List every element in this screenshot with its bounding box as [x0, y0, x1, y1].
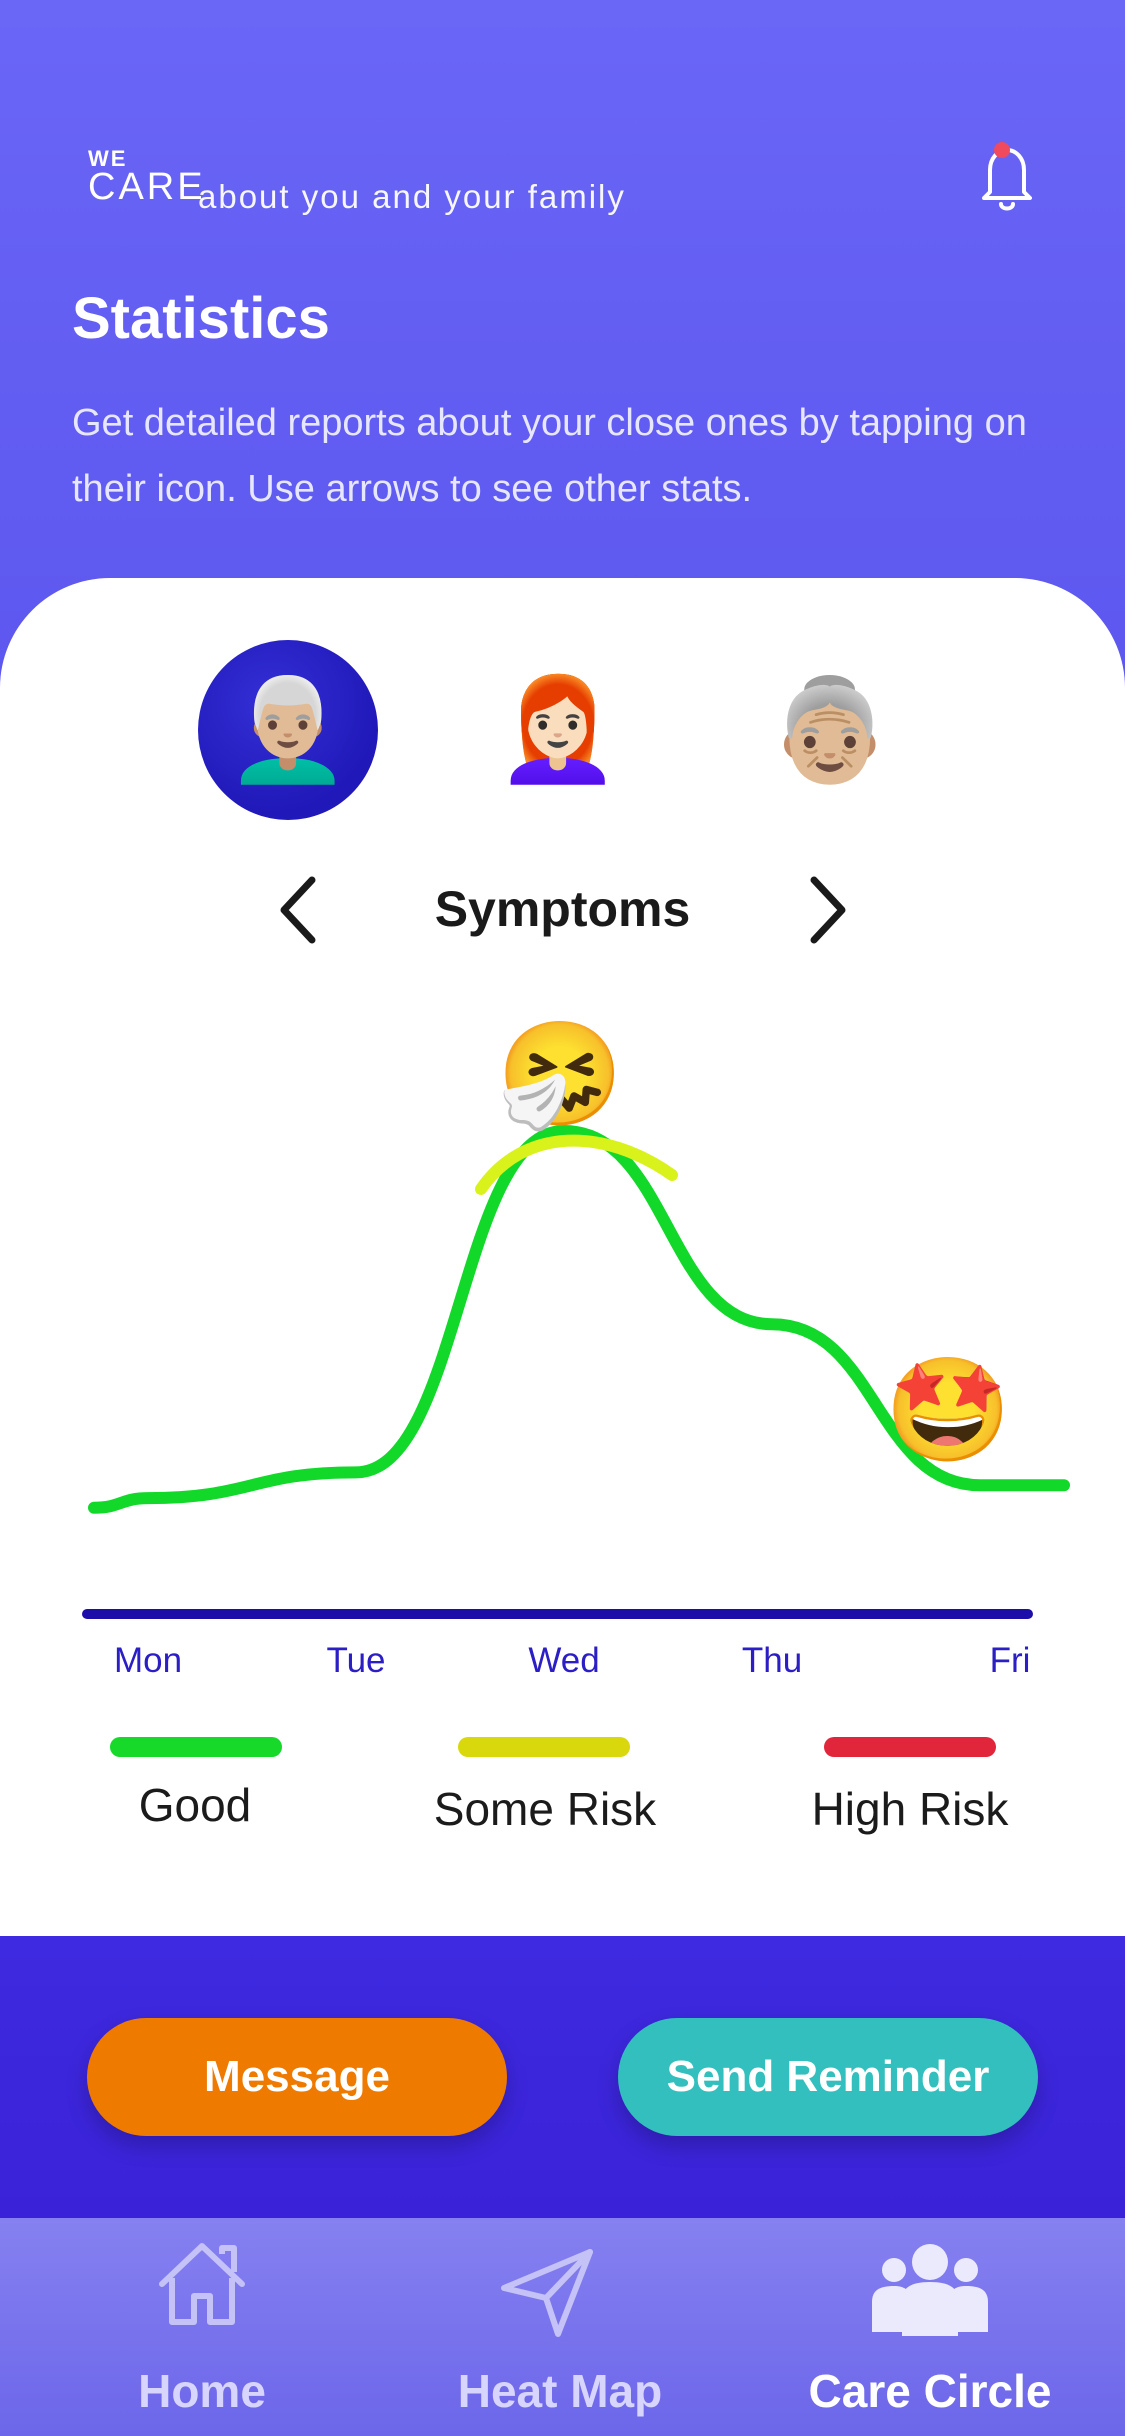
x-tick-label: Wed — [528, 1641, 599, 1680]
message-button[interactable]: Message — [87, 2018, 507, 2136]
chart-emoji-marker: 🤩 — [884, 1353, 1011, 1467]
statistics-card — [0, 578, 1125, 1936]
legend-swatch-good — [110, 1737, 282, 1757]
notification-bell-icon[interactable] — [982, 140, 1032, 214]
series-line-good — [88, 1124, 1070, 1514]
member-avatar-2[interactable]: 👩🏻‍🦰 — [468, 640, 648, 820]
nav-item-home[interactable]: Home — [102, 2218, 302, 2436]
legend-label-high-risk: High Risk — [811, 1783, 1009, 1835]
next-stat-arrow[interactable] — [798, 872, 858, 948]
legend-swatch-high-risk — [824, 1737, 996, 1757]
member-emoji-3: 👵🏼 — [767, 673, 893, 786]
group-icon — [872, 2244, 988, 2336]
nav-label-care-circle: Care Circle — [808, 2365, 1052, 2417]
nav-item-care-circle[interactable]: Care Circle — [800, 2218, 1060, 2436]
symptoms-chart: 🤧 🤩 Mon Tue Wed Thu Fri — [82, 905, 1070, 1680]
x-tick-label: Fri — [990, 1641, 1031, 1680]
member-avatar-1[interactable]: 👨🏼‍🦳 — [198, 640, 378, 820]
nav-item-heat-map[interactable]: Heat Map — [430, 2218, 690, 2436]
nav-label-heat-map: Heat Map — [457, 2365, 663, 2417]
brand-top-text: WE — [88, 146, 128, 171]
stat-title: Symptoms — [434, 881, 691, 937]
legend-label-some-risk: Some Risk — [433, 1783, 657, 1835]
chart-emoji-marker: 🤧 — [496, 1017, 623, 1135]
legend-label-good: Good — [138, 1779, 252, 1831]
x-tick-label: Mon — [114, 1641, 182, 1680]
bottom-navigation: Home Heat Map Care Circle — [0, 2218, 1125, 2436]
page-description: Get detailed reports about your close on… — [72, 402, 1027, 510]
notification-dot — [994, 142, 1010, 158]
send-reminder-button[interactable]: Send Reminder — [618, 2018, 1038, 2136]
home-icon — [159, 2243, 245, 2325]
send-icon — [501, 2249, 593, 2337]
brand-bottom-text: CARE — [88, 166, 206, 208]
member-avatar-3[interactable]: 👵🏼 — [740, 640, 920, 820]
previous-stat-arrow[interactable] — [268, 872, 328, 948]
x-tick-label: Thu — [742, 1641, 802, 1680]
member-emoji-2: 👩🏻‍🦰 — [495, 673, 621, 786]
brand-tagline: about you and your family — [198, 178, 626, 215]
page-title: Statistics — [72, 286, 330, 351]
series-line-some-risk — [475, 1134, 678, 1195]
member-emoji-1: 👨🏼‍🦳 — [225, 673, 351, 786]
legend-swatch-some-risk — [458, 1737, 630, 1757]
nav-label-home: Home — [138, 2365, 266, 2417]
x-tick-label: Tue — [326, 1641, 385, 1680]
